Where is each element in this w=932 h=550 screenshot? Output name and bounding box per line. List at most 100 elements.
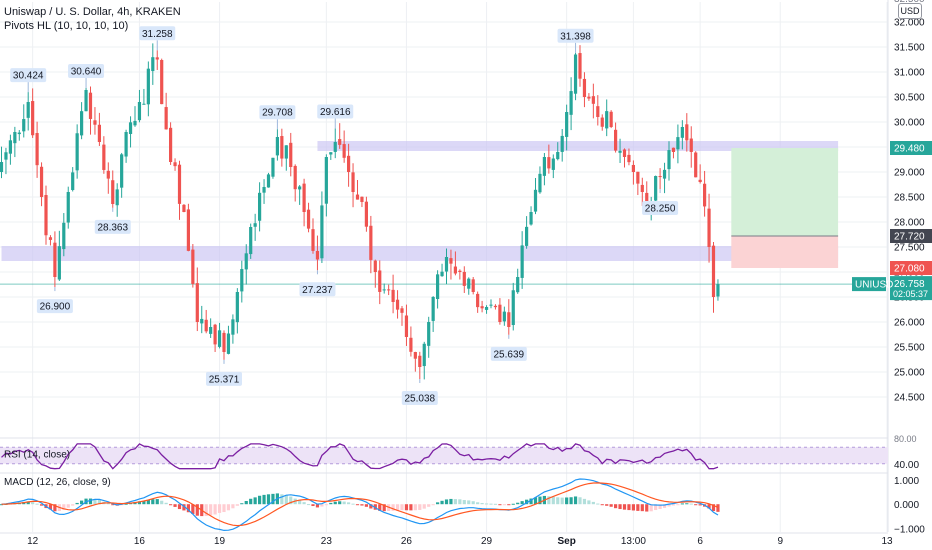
candle-body [66,192,70,223]
macd-histogram-bar [658,504,662,509]
macd-histogram-bar [427,504,431,507]
macd-histogram-bar [146,499,150,505]
price-tick-label: 32.500 [894,0,925,5]
macd-histogram-bar [431,504,435,506]
candle-body [436,274,440,299]
position-target-zone [731,148,839,236]
candle-body [102,144,106,170]
macd-histogram-bar [449,498,453,505]
macd-histogram-bar [324,504,328,506]
macd-histogram-bar [569,497,573,505]
macd-histogram-bar [155,499,159,505]
candle-body [418,355,422,367]
price-tick-label: 27.500 [894,243,925,254]
price-tick-label: 31.500 [894,43,925,54]
pivot-label-high: 31.258 [142,29,173,40]
time-tick-label: 29 [481,536,493,547]
macd-histogram-bar [573,496,578,505]
candle-body [551,158,555,170]
candle-body [271,157,275,177]
candle-body [391,289,395,302]
candle-body [351,172,355,193]
candle-body [458,270,462,272]
candle-body [182,204,186,212]
currency-badge[interactable]: USD [898,3,922,19]
candle-body [62,222,66,250]
candle-body [169,127,173,162]
candle-body [71,172,75,191]
time-tick-label: 12 [27,536,39,547]
candle-body [128,122,133,135]
price-tick-label: 28.500 [894,193,925,204]
candle-body [427,322,431,346]
candle-body [573,54,578,94]
candle-body [293,165,297,190]
macd-histogram-bar [226,504,231,511]
chart-title: Uniswap / U. S. Dollar, 4h, KRAKEN [4,6,181,18]
pivot-label-low: 28.250 [645,204,676,215]
macd-histogram-bar [347,502,351,505]
time-tick-label: 19 [214,536,226,547]
candle-body [605,111,609,129]
macd-histogram-bar [342,501,346,505]
macd-histogram-bar [231,504,235,509]
macd-histogram-bar [169,504,173,506]
macd-histogram-bar [444,499,449,505]
pivot-label-low: 25.038 [405,394,436,405]
macd-histogram-bar [213,504,217,515]
price-tick-label: 29.000 [894,168,925,179]
macd-histogram-bar [195,504,199,516]
macd-tick-label: 1.000 [894,476,919,487]
candle-body [462,271,466,286]
candle-body [222,332,226,352]
candle-body [111,180,115,204]
candle-body [422,343,426,367]
candle-body [320,205,324,259]
macd-label: MACD (12, 26, close, 9) [4,477,111,488]
macd-tick-label: −1.000 [894,524,925,535]
macd-histogram-bar [360,504,364,506]
macd-histogram-bar [507,504,511,506]
price-tick-label: 31.000 [894,68,925,79]
macd-histogram-bar [97,500,101,505]
price-tick-label: 30.500 [894,93,925,104]
macd-histogram-bar [240,503,244,505]
pivot-label-high: 30.424 [13,71,44,82]
macd-histogram-bar [618,504,622,510]
candle-body [186,209,190,251]
candle-body [262,187,266,193]
candle-body [217,330,222,347]
candle-body [195,283,199,322]
macd-histogram-bar [217,504,222,513]
candle-body [587,96,591,99]
macd-histogram-bar [311,504,315,507]
candle-body [258,192,262,221]
price-tag-entry [890,229,932,243]
macd-histogram-bar [556,497,560,505]
macd-histogram-bar [164,502,168,505]
candle-body [333,142,337,152]
macd-histogram-bar [35,503,39,505]
time-tick-label: Sep [557,536,575,547]
candle-body [640,184,644,192]
macd-histogram-bar [66,504,70,508]
macd-histogram-bar [471,501,475,505]
time-tick-label: 13 [881,536,893,547]
macd-histogram-bar [111,504,115,506]
pivot-label-high: 30.640 [71,67,102,78]
macd-histogram-bar [404,504,409,511]
macd-histogram-bar [235,504,239,506]
macd-histogram-bar [204,504,208,517]
macd-histogram-bar [39,504,44,506]
price-tag-stop [890,261,932,275]
candle-body [498,304,502,322]
symbol-tag [852,277,886,292]
macd-histogram-bar [182,504,186,511]
macd-histogram-bar [142,501,146,505]
candle-body [22,119,26,132]
macd-histogram-bar [493,503,498,505]
macd-histogram-bar [716,504,720,512]
macd-histogram-bar [565,497,569,505]
candle-body [400,308,404,313]
